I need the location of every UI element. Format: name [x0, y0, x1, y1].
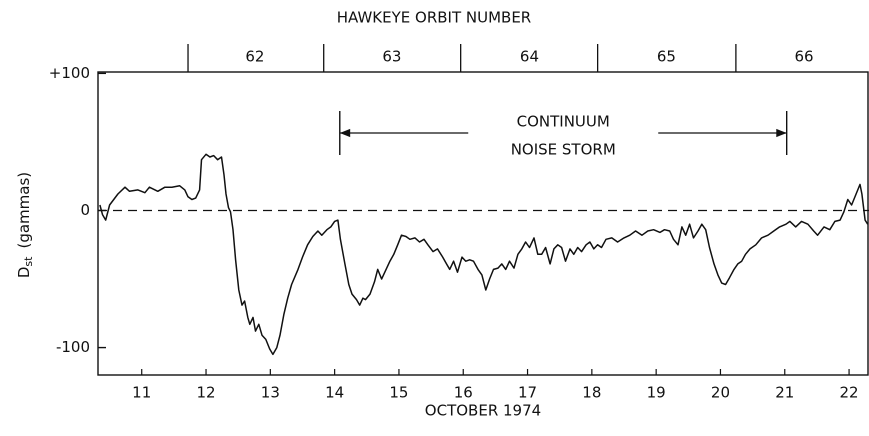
orbit-label: 64 — [520, 48, 539, 66]
orbit-label: 65 — [657, 48, 676, 66]
x-tick-label: 15 — [389, 384, 408, 402]
x-tick-label: 21 — [775, 384, 794, 402]
y-tick-label: -100 — [56, 338, 90, 356]
x-tick-label: 12 — [196, 384, 215, 402]
x-tick-label: 11 — [132, 384, 151, 402]
x-tick-label: 18 — [582, 384, 601, 402]
x-tick-label: 16 — [454, 384, 473, 402]
dst-line — [99, 153, 869, 356]
x-tick-label: 17 — [518, 384, 537, 402]
y-label-main: D — [15, 267, 33, 279]
plot-frame — [97, 71, 869, 376]
y-tick-label: +100 — [49, 64, 90, 82]
orbit-label: 62 — [245, 48, 264, 66]
x-tick-label: 19 — [647, 384, 666, 402]
y-label-sub: st — [22, 256, 35, 267]
x-tick-label: 22 — [840, 384, 859, 402]
x-tick-label: 14 — [325, 384, 344, 402]
annotation-line: CONTINUUM — [517, 113, 610, 131]
orbit-label: 63 — [382, 48, 401, 66]
y-label-unit: (gammas) — [15, 172, 33, 249]
x-tick-label: 13 — [261, 384, 280, 402]
top-axis-title: HAWKEYE ORBIT NUMBER — [337, 9, 531, 27]
y-tick-label: 0 — [80, 201, 90, 219]
y-axis-title: Dst (gammas) — [15, 172, 36, 278]
orbit-label: 66 — [795, 48, 814, 66]
x-axis-title: OCTOBER 1974 — [425, 402, 541, 420]
x-tick-label: 20 — [711, 384, 730, 402]
annotation-line: NOISE STORM — [511, 141, 616, 159]
